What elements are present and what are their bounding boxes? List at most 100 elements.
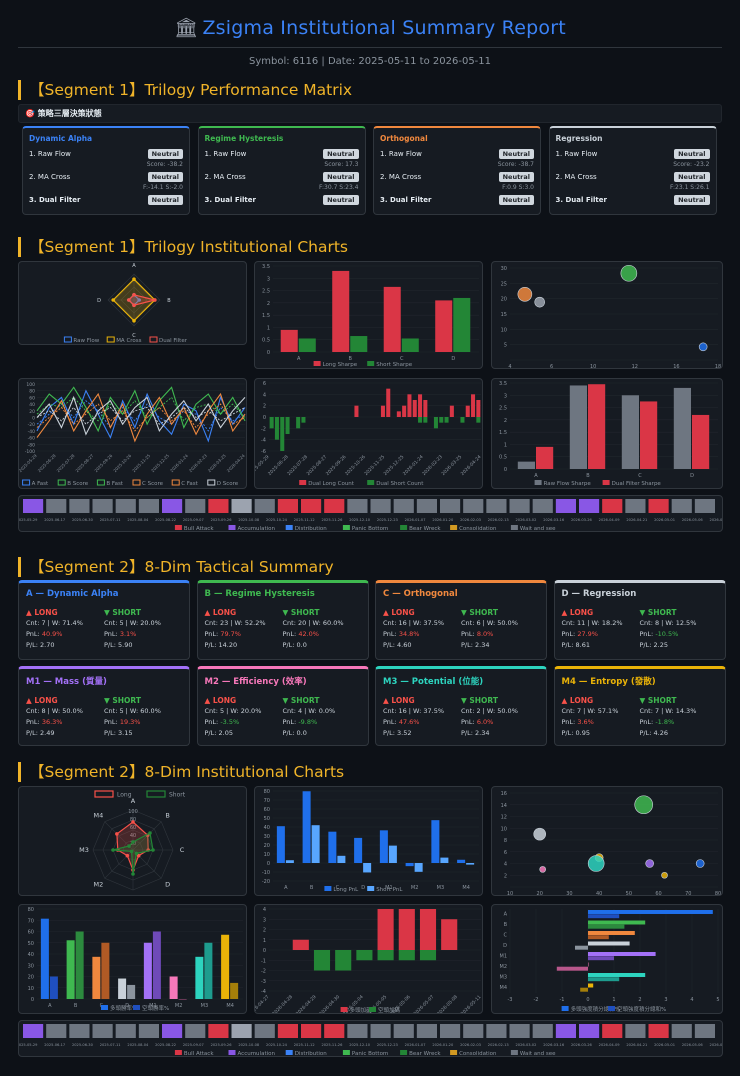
legend-swatch bbox=[534, 480, 542, 485]
short-pnl: PnL: 42.0% bbox=[283, 629, 361, 640]
radar-axis-label: A bbox=[132, 263, 136, 269]
tactical-card: B — Regime Hysteresis ▲ LONG Cnt: 23 | W: … bbox=[196, 580, 369, 660]
regime-cell bbox=[324, 499, 345, 513]
tactical-columns: ▲ LONG Cnt: 7 | W: 57.1% PnL: 3.6% P/L: 0.9… bbox=[562, 695, 718, 739]
regime-date: 2026-05-01 bbox=[654, 518, 675, 522]
y-tick: 25 bbox=[501, 281, 507, 287]
y-tick: 20 bbox=[501, 297, 507, 303]
status-badge: Neutral bbox=[147, 149, 183, 159]
long-count: Cnt: 16 | W: 37.5% bbox=[383, 707, 445, 715]
radar-point bbox=[132, 303, 136, 307]
bar bbox=[517, 461, 535, 469]
chart-svg: 80706050403020100ABCDM1M2M3M4多頭勝率%空頭勝率% bbox=[28, 907, 243, 1012]
bar bbox=[401, 338, 419, 352]
regime-cell bbox=[254, 1024, 275, 1038]
pnl-value: -3.5% bbox=[220, 718, 240, 726]
regime-date: 2025-09-26 bbox=[211, 1043, 233, 1047]
regime-cell bbox=[138, 1024, 159, 1038]
y-tick: 30 bbox=[28, 963, 34, 969]
y-tick: -40 bbox=[28, 429, 35, 435]
bar bbox=[405, 863, 414, 867]
legend-swatch bbox=[400, 1050, 408, 1055]
x-tick: 2026-04-28 bbox=[271, 994, 294, 1013]
y-tick: 0 bbox=[504, 467, 507, 473]
y-tick: 50 bbox=[264, 816, 270, 822]
segment2-summary-title: 【Segment 2】8-Dim Tactical Summary bbox=[18, 557, 722, 577]
y-tick: 2 bbox=[263, 928, 266, 934]
regime-cell bbox=[648, 499, 669, 513]
pnl-value: 3.6% bbox=[577, 718, 594, 726]
y-tick: 70 bbox=[264, 798, 270, 804]
regime-cell bbox=[555, 1024, 576, 1038]
x-tick: A bbox=[48, 1003, 52, 1009]
bar bbox=[453, 297, 471, 352]
trilogy-card-title: Dynamic Alpha bbox=[29, 134, 93, 143]
bar bbox=[439, 417, 444, 423]
bar bbox=[423, 400, 428, 417]
regime-date: 2026-01-07 bbox=[405, 1043, 426, 1047]
long-pf: P/L: 2.49 bbox=[26, 729, 55, 737]
regime-cell bbox=[440, 1024, 461, 1038]
y-tick: -100 bbox=[25, 449, 35, 455]
short-pf: P/L: 2.25 bbox=[639, 641, 668, 649]
tactical-card-title: M1 — Mass (質量) bbox=[26, 677, 107, 687]
x-tick: 2026-05-11 bbox=[460, 994, 482, 1013]
tactical-short-column: ▼ SHORT Cnt: 5 | W: 20.0% PnL: 3.1% P/L: 5.… bbox=[104, 607, 182, 651]
regime-date: 2025-11-12 bbox=[294, 1043, 315, 1047]
regime-cell bbox=[115, 1024, 136, 1038]
bar bbox=[419, 950, 437, 961]
radar-tick: 40 bbox=[130, 833, 136, 839]
tactical-card-title: M3 — Potential (位能) bbox=[383, 677, 484, 687]
scatter-point bbox=[695, 859, 705, 868]
trilogy-card-title: Regime Hysteresis bbox=[204, 134, 284, 143]
status-badge: Neutral bbox=[498, 149, 534, 159]
x-tick: 2026-02-23 bbox=[188, 453, 208, 473]
bar bbox=[335, 950, 352, 971]
legend-label: Short bbox=[169, 792, 186, 799]
trilogy-card-title: Regression bbox=[555, 134, 603, 143]
strategy-state-strip: 🎯 策略三層決策狀態 bbox=[18, 104, 722, 123]
x-tick: 4 bbox=[508, 364, 511, 368]
legend-swatch bbox=[608, 1006, 615, 1011]
x-tick: 12 bbox=[632, 364, 638, 368]
radar-axis-label: B bbox=[165, 811, 169, 819]
regime-date: 2026-04-21 bbox=[626, 518, 647, 522]
series-line bbox=[36, 396, 246, 422]
y-tick: 100 bbox=[26, 382, 35, 388]
long-count: Cnt: 11 | W: 18.2% bbox=[561, 619, 623, 627]
x-tick: 3 bbox=[664, 997, 667, 1003]
dual-count-chart: 6 4 2 0 -2 -4 -6 2025-05-29 2025-06-28 2025-07-28… bbox=[254, 378, 483, 489]
legend-swatch bbox=[342, 1050, 350, 1055]
legend-label: Wait and see bbox=[520, 1051, 556, 1056]
pnl-prefix: PnL: bbox=[639, 630, 656, 638]
bar bbox=[363, 863, 372, 873]
y-tick: 3 bbox=[267, 276, 270, 282]
x-tick: M2 bbox=[175, 1003, 183, 1009]
legend-swatch bbox=[106, 336, 115, 343]
pnl-value: 47.6% bbox=[398, 718, 420, 726]
short-pf: P/L: 0.0 bbox=[282, 729, 307, 737]
bar bbox=[49, 976, 58, 999]
tactical-short-column: ▼ SHORT Cnt: 8 | W: 12.5% PnL: -10.5% P/L: … bbox=[640, 607, 718, 651]
bar bbox=[433, 417, 438, 429]
y-tick: 50 bbox=[28, 941, 34, 947]
legend-label: C Fast bbox=[181, 481, 198, 487]
radar-point bbox=[153, 298, 157, 302]
legend-swatch bbox=[450, 1050, 458, 1055]
radar-axis-label: D bbox=[97, 298, 101, 304]
regime-cell bbox=[208, 499, 229, 513]
tactical-card: M2 — Efficiency (效率) ▲ LONG Cnt: 5 | W: 20… bbox=[196, 666, 369, 746]
pnl-value: 36.3% bbox=[41, 718, 63, 726]
trilogy-row: 2. MA Cross Neutral bbox=[205, 172, 359, 182]
short-pf: P/L: 3.15 bbox=[104, 729, 133, 737]
x-tick: 2025-11-25 bbox=[131, 453, 151, 473]
legend-label: Long Sharpe bbox=[323, 362, 358, 368]
regime-cell bbox=[625, 499, 646, 513]
y-tick: 14 bbox=[501, 803, 507, 809]
bar bbox=[466, 863, 475, 865]
legend-label: Bull Attack bbox=[184, 1051, 214, 1056]
y-tick: 0.5 bbox=[262, 338, 270, 344]
report-title: 🏛 Zsigma Institutional Summary Report bbox=[0, 16, 740, 39]
tactical-card: D — Regression ▲ LONG Cnt: 11 | W: 18.2% Pn… bbox=[553, 580, 726, 660]
y-tick: 5 bbox=[504, 343, 507, 349]
